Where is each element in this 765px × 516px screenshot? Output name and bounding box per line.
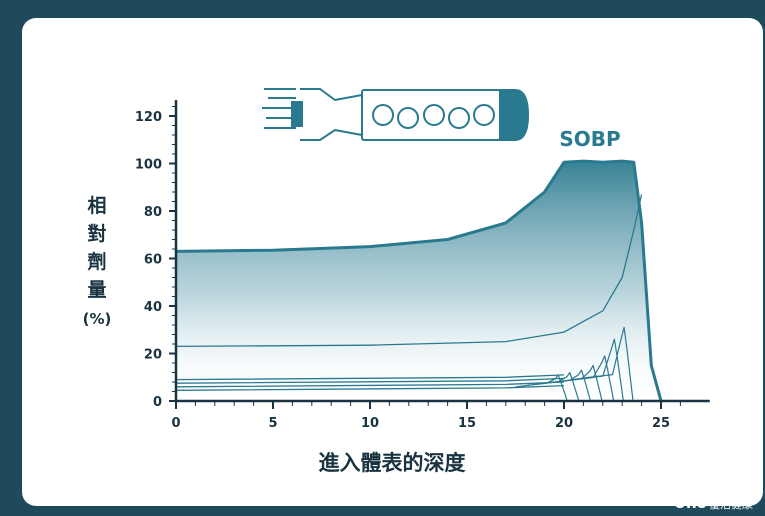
- x-axis-label: 進入體表的深度: [319, 451, 466, 475]
- y-tick-label: 80: [144, 205, 162, 220]
- bragg-peak-6: [581, 326, 634, 400]
- dose-curve-4: [175, 381, 565, 388]
- x-tick-label: 5: [268, 416, 277, 431]
- y-label-char: (%): [83, 310, 112, 328]
- x-tick-label: 10: [361, 416, 379, 431]
- y-label-char: 相: [87, 195, 106, 217]
- y-label-char: 量: [87, 279, 106, 301]
- sobp-curve: [175, 159, 663, 402]
- x-tick-label: 0: [171, 416, 180, 431]
- dose-curve-3: [175, 377, 565, 384]
- y-tick-label: 120: [135, 110, 162, 125]
- y-label-char: 劑: [87, 250, 106, 273]
- x-tick-label: 20: [555, 416, 573, 431]
- dose-curve-5: [175, 384, 565, 391]
- y-tick-label: 60: [144, 253, 162, 268]
- sobp-annotation: SOBP: [559, 127, 620, 151]
- svg-text:相對劑量(%): 相對劑量 (%): [83, 195, 112, 328]
- y-tick-label: 100: [135, 158, 162, 173]
- y-tick-label: 0: [153, 395, 162, 410]
- watermark-logo: Uho 優活健康: [673, 494, 753, 512]
- proton-beam-icon: [262, 88, 530, 141]
- plot-area: 0 20 40 60 80 100 120 0 5 10 15 20 25: [135, 100, 710, 431]
- y-label-char: 對: [87, 223, 106, 245]
- y-tick-label: 20: [144, 348, 162, 363]
- x-tick-label: 15: [458, 416, 476, 431]
- dose-curve-2: [175, 374, 565, 381]
- dose-curve-1: [175, 194, 643, 348]
- sobp-area: [176, 161, 661, 401]
- y-tick-label: 40: [144, 300, 162, 315]
- x-tick-label: 25: [652, 416, 670, 431]
- y-axis-label: 相對劑量 (%): [83, 195, 112, 328]
